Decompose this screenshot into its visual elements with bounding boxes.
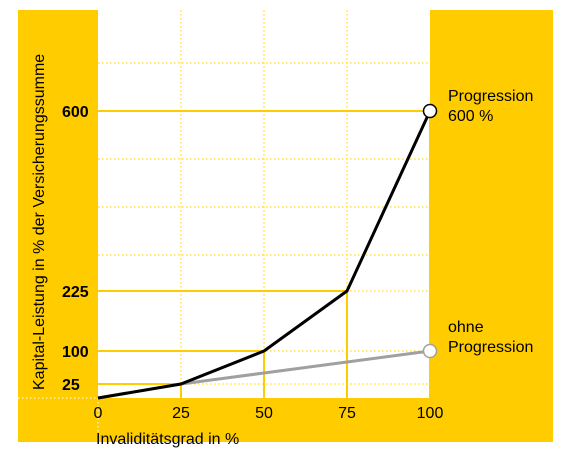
plot-area bbox=[98, 10, 430, 398]
series-end-marker-0 bbox=[422, 103, 438, 119]
end-markers bbox=[422, 103, 438, 359]
grid bbox=[18, 10, 430, 436]
x-tick-label: 100 bbox=[417, 405, 444, 422]
x-tick-label: 25 bbox=[172, 405, 190, 422]
series-line-0 bbox=[97, 110, 432, 400]
y-tick-labels: 25 100 225 600 bbox=[62, 104, 89, 394]
series-label-1-line-0: ohne bbox=[448, 319, 484, 336]
x-tick-label: 50 bbox=[255, 405, 273, 422]
y-tick-label: 600 bbox=[62, 104, 89, 121]
x-tick-label: 0 bbox=[94, 405, 103, 422]
y-tick-label: 225 bbox=[62, 284, 89, 301]
series-label-1-line-1: Progression bbox=[448, 339, 533, 356]
x-tick-label: 75 bbox=[338, 405, 356, 422]
y-tick-label: 25 bbox=[62, 377, 80, 394]
series-lines bbox=[97, 110, 432, 400]
series-label-0-line-0: Progression bbox=[448, 88, 533, 105]
series-end-marker-1 bbox=[422, 343, 438, 359]
y-tick-label: 100 bbox=[62, 344, 89, 361]
x-axis-label: Invaliditätsgrad in % bbox=[96, 431, 239, 448]
series-label-0-line-1: 600 % bbox=[448, 108, 493, 125]
y-axis-label: Kapital-Leistung in % der Versicherungss… bbox=[31, 54, 48, 390]
x-tick-labels: 0 25 50 75 100 bbox=[94, 405, 444, 422]
series-labels: Progression 600 % ohne Progression bbox=[448, 88, 533, 356]
